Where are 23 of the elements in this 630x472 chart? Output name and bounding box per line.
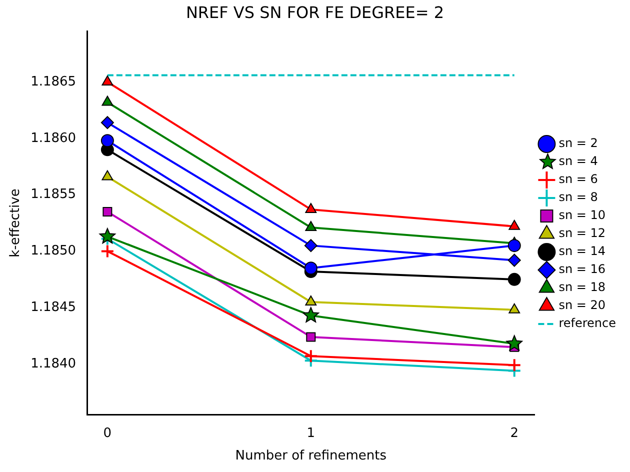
x-axis-title: Number of refinements bbox=[235, 448, 387, 464]
y-tick-label: 1.1855 bbox=[30, 187, 76, 202]
y-tick-label: 1.1840 bbox=[30, 356, 76, 372]
y-tick-label: 1.1845 bbox=[30, 300, 76, 315]
legend-label: sn = 10 bbox=[558, 208, 606, 222]
x-tick-label: 0 bbox=[103, 426, 112, 441]
y-tick-label: 1.1860 bbox=[30, 130, 76, 146]
chart-title: NREF VS SN FOR FE DEGREE= 2 bbox=[186, 2, 444, 22]
legend-label: sn = 4 bbox=[558, 154, 598, 168]
legend-label: reference bbox=[558, 316, 616, 330]
y-tick-label: 1.1850 bbox=[30, 244, 76, 259]
y-axis-title: k-effective bbox=[8, 188, 24, 258]
legend-label: sn = 14 bbox=[558, 244, 606, 258]
x-tick-label: 2 bbox=[510, 426, 518, 441]
legend-label: sn = 12 bbox=[558, 226, 606, 240]
legend-label: sn = 16 bbox=[558, 262, 606, 276]
x-tick-label: 1 bbox=[306, 426, 316, 441]
y-tick-label: 1.1865 bbox=[30, 74, 76, 90]
legend-label: sn = 2 bbox=[558, 136, 598, 150]
legend-label: sn = 20 bbox=[558, 298, 606, 312]
legend-label: sn = 6 bbox=[558, 172, 598, 186]
legend-label: sn = 18 bbox=[558, 280, 606, 294]
legend-label: sn = 8 bbox=[558, 190, 598, 204]
